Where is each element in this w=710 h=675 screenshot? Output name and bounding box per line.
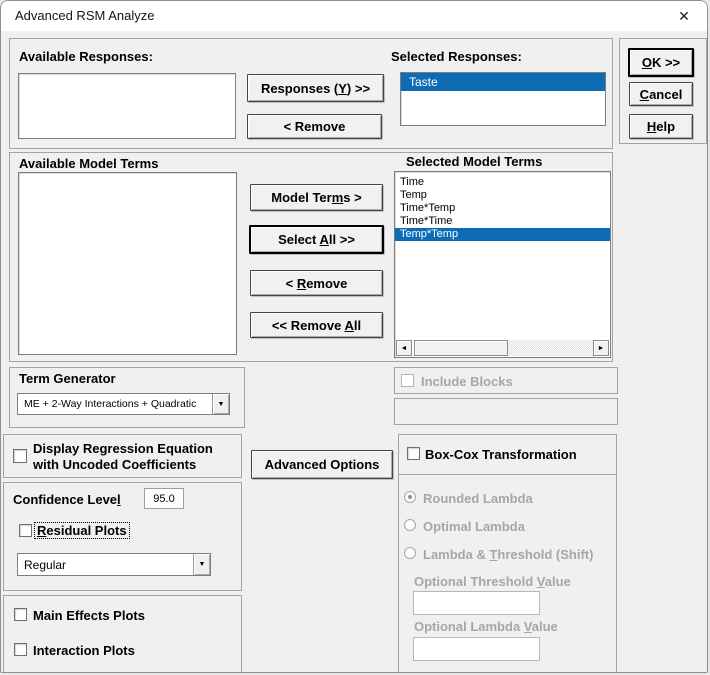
- chevron-down-icon: ▼: [217, 400, 225, 408]
- scroll-right-icon: ►: [597, 344, 605, 352]
- list-item-temp[interactable]: Temp: [400, 189, 427, 201]
- selected-responses-listbox[interactable]: Taste: [400, 72, 606, 126]
- include-blocks-value-box: [394, 398, 618, 425]
- close-icon: ✕: [678, 7, 690, 24]
- include-blocks-checkbox: [401, 374, 414, 387]
- rounded-lambda-label: Rounded Lambda: [423, 491, 533, 506]
- window-title: Advanced RSM Analyze: [15, 8, 155, 23]
- optional-threshold-label: Optional Threshold Value: [414, 574, 571, 589]
- available-responses-label: Available Responses:: [19, 49, 153, 64]
- horizontal-scrollbar[interactable]: ◄ ►: [396, 340, 609, 356]
- close-button[interactable]: ✕: [673, 6, 695, 26]
- term-generator-dropdown-button[interactable]: ▼: [212, 394, 229, 414]
- term-generator-groupbox: [9, 367, 245, 428]
- list-item-time-time[interactable]: Time*Time: [400, 215, 453, 227]
- optimal-lambda-label: Optimal Lambda: [423, 519, 525, 534]
- lambda-threshold-label: Lambda & Threshold (Shift): [423, 547, 594, 562]
- residual-type-value: Regular: [24, 557, 67, 572]
- box-cox-checkbox[interactable]: [407, 447, 420, 460]
- model-terms-groupbox: [9, 152, 613, 362]
- term-generator-label: Term Generator: [19, 371, 116, 386]
- scroll-thumb[interactable]: [414, 340, 508, 356]
- remove-model-terms-button[interactable]: < Remove: [250, 270, 383, 296]
- term-generator-value: ME + 2-Way Interactions + Quadratic: [24, 398, 197, 410]
- scroll-left-icon: ◄: [400, 344, 408, 352]
- optimal-lambda-radio: [404, 519, 416, 531]
- list-item-time-temp[interactable]: Time*Temp: [400, 202, 456, 214]
- include-blocks-label: Include Blocks: [421, 374, 513, 389]
- display-regression-label: Display Regression Equation with Uncoded…: [33, 441, 213, 472]
- interaction-plots-label: Interaction Plots: [33, 643, 135, 658]
- include-blocks-groupbox: [394, 367, 618, 394]
- list-item-time[interactable]: Time: [400, 176, 425, 188]
- box-cox-label: Box-Cox Transformation: [425, 447, 577, 462]
- scroll-right-button[interactable]: ►: [593, 340, 609, 356]
- main-effects-checkbox[interactable]: [14, 608, 27, 621]
- term-generator-dropdown[interactable]: ME + 2-Way Interactions + Quadratic ▼: [17, 393, 230, 415]
- remove-all-button[interactable]: << Remove All: [250, 312, 383, 338]
- optional-lambda-input: [413, 637, 540, 661]
- plots-groupbox: [3, 595, 242, 672]
- advanced-options-button[interactable]: Advanced Options: [251, 450, 393, 479]
- responses-y-button[interactable]: Responses (Y) >>: [247, 74, 384, 102]
- rounded-lambda-radio: [404, 491, 416, 503]
- confidence-residual-groupbox: [3, 482, 242, 591]
- cancel-button[interactable]: Cancel: [629, 82, 693, 106]
- remove-responses-button[interactable]: < Remove: [247, 114, 382, 139]
- display-regression-groupbox: [3, 434, 242, 478]
- action-buttons-groupbox: [619, 38, 707, 144]
- selected-model-terms-listbox[interactable]: Time Temp Time*Temp Time*Time Temp*Temp …: [394, 171, 611, 358]
- ok-button[interactable]: OK >>: [628, 48, 694, 77]
- main-effects-label: Main Effects Plots: [33, 608, 145, 623]
- box-cox-divider: [399, 474, 616, 475]
- confidence-level-label: Confidence Level: [13, 492, 121, 507]
- select-all-button[interactable]: Select All >>: [249, 225, 384, 254]
- chevron-down-icon: ▼: [198, 561, 206, 568]
- lambda-threshold-radio: [404, 547, 416, 559]
- selected-responses-label: Selected Responses:: [391, 49, 522, 64]
- help-button[interactable]: Help: [629, 114, 693, 139]
- box-cox-groupbox: [398, 434, 617, 672]
- titlebar: Advanced RSM Analyze ✕: [1, 1, 707, 31]
- scroll-track[interactable]: [508, 340, 593, 356]
- available-model-terms-listbox[interactable]: [18, 172, 237, 355]
- optional-threshold-input: [413, 591, 540, 615]
- available-responses-listbox[interactable]: [18, 73, 236, 139]
- list-item-temp-temp[interactable]: Temp*Temp: [395, 228, 610, 241]
- list-item-taste[interactable]: Taste: [401, 73, 605, 91]
- residual-plots-checkbox[interactable]: [19, 524, 32, 537]
- available-model-terms-label: Available Model Terms: [19, 156, 159, 171]
- model-terms-button[interactable]: Model Terms >: [250, 184, 383, 211]
- responses-groupbox: [9, 38, 613, 149]
- residual-plots-label: Residual Plots: [34, 522, 130, 539]
- confidence-level-input[interactable]: [144, 488, 184, 509]
- selected-model-terms-label: Selected Model Terms: [406, 154, 543, 169]
- optional-lambda-label: Optional Lambda Value: [414, 619, 558, 634]
- interaction-plots-checkbox[interactable]: [14, 643, 27, 656]
- residual-type-dropdown[interactable]: Regular ▼: [17, 553, 211, 576]
- scroll-left-button[interactable]: ◄: [396, 340, 412, 356]
- residual-type-dropdown-button[interactable]: ▼: [193, 554, 210, 575]
- display-regression-checkbox[interactable]: [13, 449, 27, 463]
